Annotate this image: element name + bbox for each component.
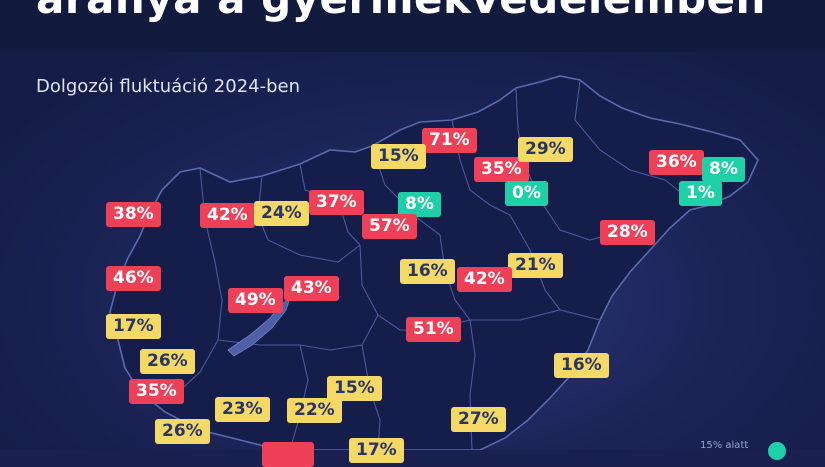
county-rate-label: 17%	[106, 314, 161, 339]
county-rate-label: 35%	[129, 379, 184, 404]
county-rate-label: 46%	[106, 266, 161, 291]
county-rate-label: 16%	[400, 259, 455, 284]
county-rate-label: 17%	[349, 438, 404, 463]
county-rate-label: 0%	[505, 181, 548, 206]
county-rate-label: 37%	[309, 190, 364, 215]
county-rate-label: 49%	[228, 288, 283, 313]
county-rate-label: 16%	[554, 353, 609, 378]
county-rate-label: 57%	[362, 214, 417, 239]
county-rate-label: 22%	[287, 398, 342, 423]
county-rate-label: 15%	[371, 144, 426, 169]
county-border	[574, 79, 691, 201]
county-rate-label: 1%	[679, 181, 722, 206]
county-rate-label: 35%	[474, 157, 529, 182]
county-rate-label: 23%	[215, 397, 270, 422]
county-rate-label: 21%	[508, 253, 563, 278]
county-rate-label: 15%	[327, 376, 382, 401]
county-rate-label: 28%	[600, 220, 655, 245]
county-rate-label: 8%	[398, 192, 441, 217]
county-rate-label: 43%	[284, 276, 339, 301]
legend-swatch	[768, 442, 786, 460]
county-rate-label: 51%	[406, 317, 461, 342]
county-rate-label: 42%	[200, 203, 255, 228]
county-border	[289, 344, 309, 450]
county-rate-label: 8%	[702, 157, 745, 182]
county-rate-label: 27%	[451, 407, 506, 432]
legend-text: 15% alatt	[700, 440, 749, 451]
county-border	[470, 309, 601, 321]
county-rate-label: 36%	[649, 150, 704, 175]
page-title: aránya a gyermekvédelemben	[36, 0, 766, 23]
page-subtitle: Dolgozói fluktuáció 2024-ben	[36, 76, 301, 97]
lake-balaton	[227, 296, 291, 357]
county-rate-label: 24%	[254, 201, 309, 226]
title-bar: aránya a gyermekvédelemben	[0, 0, 825, 52]
county-rate-label: 26%	[140, 349, 195, 374]
county-border	[361, 344, 381, 450]
county-rate-label-cropped	[262, 442, 314, 467]
county-rate-label: 71%	[422, 128, 477, 153]
county-rate-label: 29%	[518, 137, 573, 162]
county-rate-label: 42%	[457, 267, 512, 292]
county-rate-label: 38%	[106, 202, 161, 227]
county-rate-label: 26%	[155, 419, 210, 444]
